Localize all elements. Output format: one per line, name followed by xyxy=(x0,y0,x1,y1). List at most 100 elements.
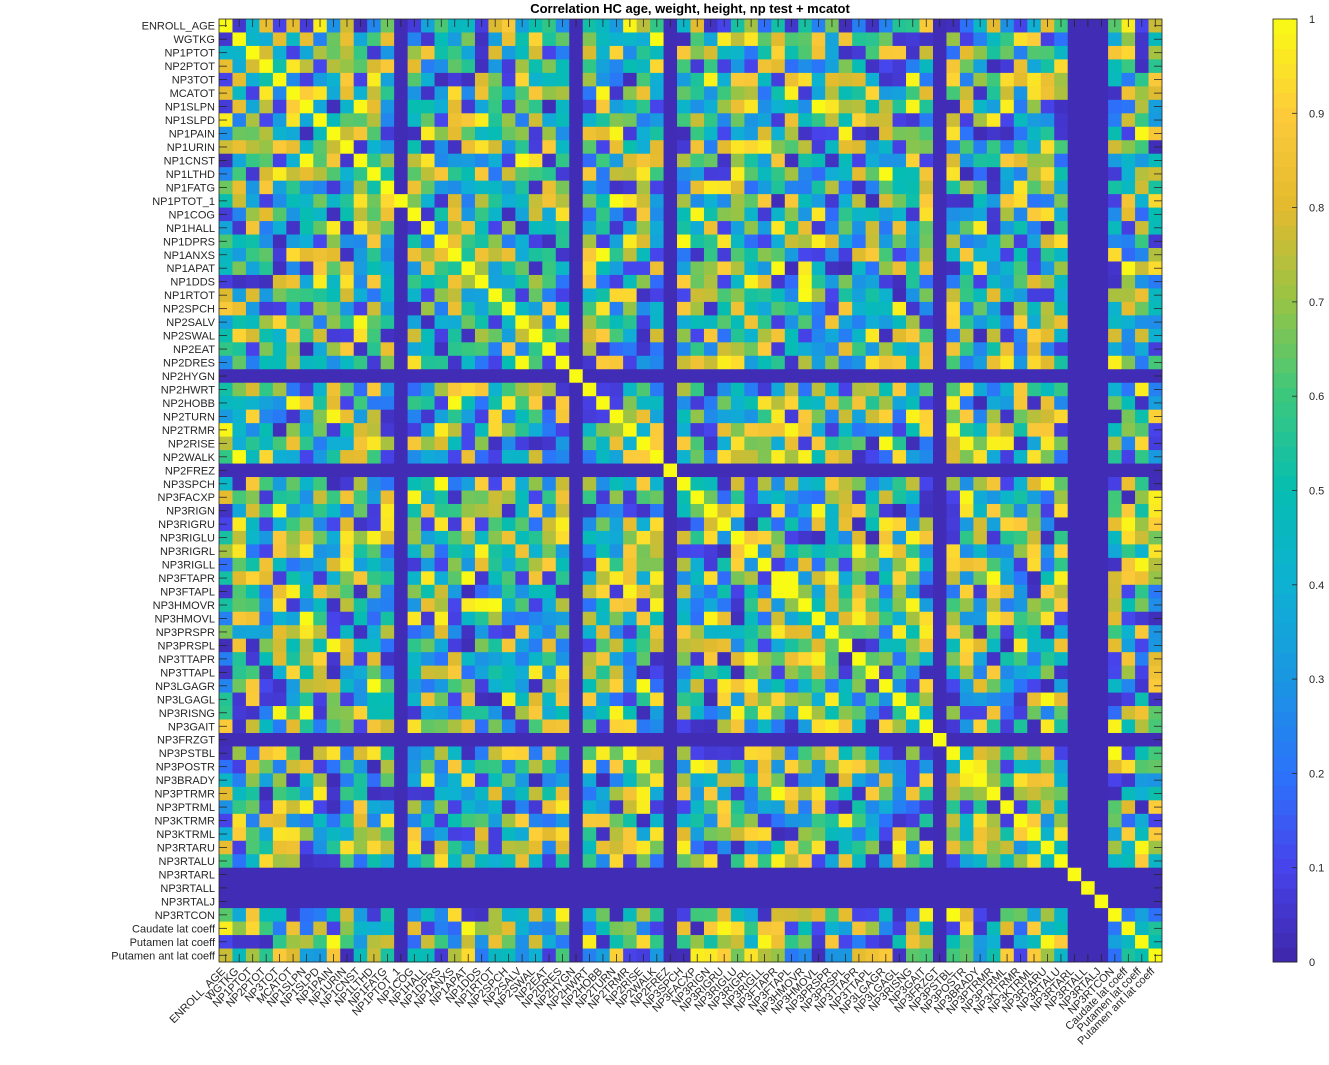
heatmap-cell xyxy=(960,410,974,424)
heatmap-cell xyxy=(758,383,772,397)
heatmap-cell xyxy=(1108,544,1122,558)
heatmap-cell xyxy=(758,32,772,46)
heatmap-cell xyxy=(488,221,502,235)
heatmap-cell xyxy=(866,625,880,639)
heatmap-cell xyxy=(744,746,758,760)
heatmap-cell xyxy=(596,356,610,370)
heatmap-cell xyxy=(354,113,368,127)
heatmap-cell xyxy=(461,32,475,46)
heatmap-cell xyxy=(731,154,745,168)
heatmap-cell xyxy=(232,544,246,558)
heatmap-cell xyxy=(1027,140,1041,154)
heatmap-cell xyxy=(340,127,354,141)
heatmap-cell xyxy=(879,181,893,195)
heatmap-cell xyxy=(1041,86,1055,100)
heatmap-cell xyxy=(381,288,395,302)
heatmap-cell xyxy=(664,800,678,814)
heatmap-cell xyxy=(960,544,974,558)
heatmap-cell xyxy=(691,315,705,329)
heatmap-cell xyxy=(421,342,435,356)
heatmap-cell xyxy=(408,73,422,87)
heatmap-cell xyxy=(421,585,435,599)
heatmap-cell xyxy=(596,315,610,329)
heatmap-cell xyxy=(529,59,543,73)
heatmap-cell xyxy=(839,908,853,922)
heatmap-cell xyxy=(852,127,866,141)
heatmap-cell xyxy=(502,746,516,760)
heatmap-cell xyxy=(529,194,543,208)
heatmap-cell xyxy=(583,154,597,168)
heatmap-cell xyxy=(866,437,880,451)
heatmap-cell xyxy=(987,302,1001,316)
heatmap-cell xyxy=(354,194,368,208)
heatmap-cell xyxy=(866,558,880,572)
heatmap-cell xyxy=(758,437,772,451)
heatmap-cell xyxy=(259,423,273,437)
heatmap-cell xyxy=(610,383,624,397)
heatmap-cell xyxy=(232,625,246,639)
heatmap-cell xyxy=(313,410,327,424)
heatmap-cell xyxy=(367,167,381,181)
heatmap-cell xyxy=(340,383,354,397)
heatmap-cell xyxy=(839,625,853,639)
heatmap-cell xyxy=(933,437,947,451)
heatmap-cell xyxy=(583,652,597,666)
heatmap-cell xyxy=(340,841,354,855)
heatmap-cell xyxy=(623,544,637,558)
heatmap-cell xyxy=(232,86,246,100)
heatmap-cell xyxy=(556,598,570,612)
heatmap-cell xyxy=(408,477,422,491)
heatmap-cell xyxy=(435,612,449,626)
heatmap-cell xyxy=(946,59,960,73)
heatmap-cell xyxy=(232,261,246,275)
heatmap-cell xyxy=(946,113,960,127)
heatmap-cell xyxy=(556,841,570,855)
heatmap-cell xyxy=(933,854,947,868)
heatmap-cell xyxy=(744,841,758,855)
heatmap-cell xyxy=(1000,679,1014,693)
heatmap-cell xyxy=(973,693,987,707)
heatmap-cell xyxy=(502,585,516,599)
heatmap-cell xyxy=(1027,760,1041,774)
heatmap-cell xyxy=(596,167,610,181)
heatmap-cell xyxy=(933,625,947,639)
heatmap-cell xyxy=(232,531,246,545)
heatmap-cell xyxy=(664,827,678,841)
heatmap-cell xyxy=(704,383,718,397)
heatmap-cell xyxy=(1068,827,1082,841)
heatmap-cell xyxy=(771,275,785,289)
heatmap-cell xyxy=(273,908,287,922)
heatmap-cell xyxy=(1122,437,1136,451)
heatmap-cell xyxy=(650,194,664,208)
heatmap-cell xyxy=(933,517,947,531)
heatmap-cell xyxy=(691,369,705,383)
heatmap-cell xyxy=(906,733,920,747)
heatmap-cell xyxy=(731,895,745,909)
heatmap-cell xyxy=(354,881,368,895)
heatmap-cell xyxy=(246,181,260,195)
heatmap-cell xyxy=(731,571,745,585)
heatmap-cell xyxy=(246,679,260,693)
heatmap-cell xyxy=(920,315,934,329)
heatmap-cell xyxy=(502,895,516,909)
heatmap-cell xyxy=(1027,517,1041,531)
heatmap-cell xyxy=(1000,922,1014,936)
heatmap-cell xyxy=(717,639,731,653)
heatmap-cell xyxy=(1000,100,1014,114)
heatmap-cell xyxy=(313,733,327,747)
heatmap-cell xyxy=(677,760,691,774)
heatmap-cell xyxy=(825,612,839,626)
heatmap-cell xyxy=(596,154,610,168)
heatmap-cell xyxy=(596,531,610,545)
heatmap-cell xyxy=(920,194,934,208)
heatmap-cell xyxy=(273,720,287,734)
heatmap-cell xyxy=(987,32,1001,46)
heatmap-cell xyxy=(1041,369,1055,383)
heatmap-cell xyxy=(569,59,583,73)
heatmap-cell xyxy=(906,612,920,626)
heatmap-cell xyxy=(583,32,597,46)
heatmap-cell xyxy=(488,922,502,936)
heatmap-cell xyxy=(798,100,812,114)
heatmap-cell xyxy=(879,275,893,289)
heatmap-cell xyxy=(542,315,556,329)
